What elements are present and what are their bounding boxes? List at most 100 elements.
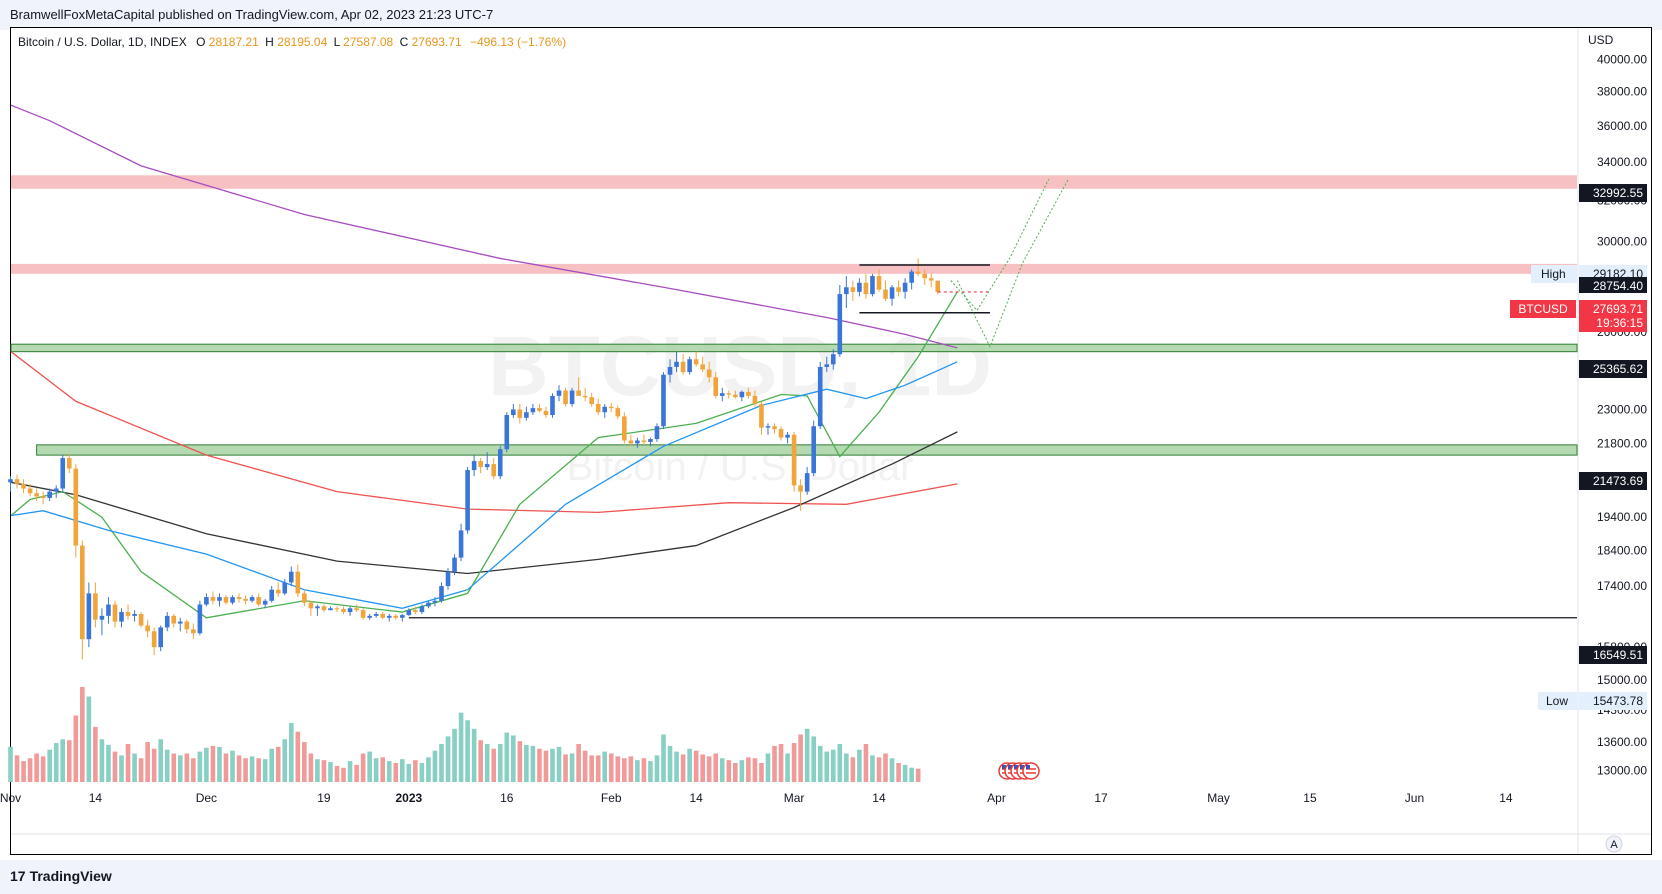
time-tick-label: 14 (872, 791, 886, 805)
volume-bar (837, 744, 843, 782)
volume-bar (432, 750, 438, 782)
resistance-zone (11, 263, 1577, 274)
candle-body (406, 610, 412, 616)
candle-body (804, 473, 810, 492)
candle-body (648, 439, 653, 442)
time-axis[interactable]: Nov 14 Dec 19 2023 16 Feb 14 Mar 14 Apr 17 May 15 Jun 1… (0, 791, 1513, 805)
candle-body (511, 409, 516, 416)
volume-bar (863, 744, 869, 782)
volume-bar (93, 726, 98, 782)
us-flag-icon[interactable] (1022, 762, 1040, 780)
flag-canton (1008, 765, 1012, 769)
flag-canton (1026, 765, 1030, 769)
support-zone (10, 343, 1578, 353)
top-zone-badge-text: 32992.55 (1593, 186, 1643, 200)
candle-body (164, 615, 170, 628)
volume-bar (452, 728, 457, 782)
candle-body (896, 287, 901, 292)
flag-canton (1002, 765, 1006, 769)
candle-body (680, 361, 686, 373)
auto-scale-circle[interactable] (1605, 835, 1623, 853)
volume-bar (733, 763, 738, 782)
candle-body (550, 395, 555, 416)
volume-bar (785, 753, 790, 782)
volume-bar (302, 742, 307, 782)
volume-bar (204, 747, 209, 782)
time-tick-label: Jun (1405, 791, 1424, 805)
candle-body (504, 415, 510, 450)
time-tick-label: May (1207, 791, 1230, 805)
price-badges: 32992.55 High 29182.10 28754.40 BTCUSD 2… (1510, 184, 1647, 710)
candle-body (27, 488, 33, 494)
candle-body (197, 604, 203, 634)
volume-bar (151, 748, 157, 782)
candle-body (360, 610, 366, 618)
footer-bar: 17 TradingView (0, 860, 1662, 894)
candle-body (582, 395, 588, 398)
volume-bar (471, 728, 477, 782)
volume-bar (334, 765, 340, 782)
volume-bar (576, 744, 581, 782)
candle-body (817, 366, 823, 427)
volume-bar (27, 758, 33, 782)
candle-body (497, 449, 503, 477)
volume-bar (511, 735, 516, 782)
volume-bar (798, 734, 803, 782)
candle-body (674, 361, 679, 367)
candle-body (354, 608, 359, 611)
volume-bar (608, 753, 614, 782)
event-markers[interactable] (998, 762, 1040, 780)
time-tick-label: Mar (784, 791, 805, 805)
candle-body (569, 390, 575, 405)
time-tick-label: 19 (317, 791, 331, 805)
volume-bar (288, 723, 294, 782)
volume-bar (804, 728, 810, 782)
candle-body (837, 294, 843, 355)
tradingview-logo[interactable]: 17 TradingView (10, 868, 112, 884)
candle-body (791, 434, 797, 486)
price-axis[interactable]: USD 40000.0038000.0036000.0034000.003200… (1588, 33, 1647, 778)
volume-bar (824, 751, 830, 782)
auto-scale-label[interactable]: A (1610, 839, 1618, 851)
volume-bar (321, 760, 327, 782)
volume-bar (458, 712, 464, 782)
volume-bar (145, 742, 150, 782)
time-tick-label: 14 (1499, 791, 1513, 805)
candle-body (171, 615, 177, 624)
zones-layer (10, 175, 1578, 619)
candle-body (125, 612, 131, 616)
volume-bar (628, 756, 634, 782)
candle-body (426, 602, 431, 607)
candle-body (34, 493, 39, 497)
candle-body (269, 589, 274, 601)
candle-body (543, 410, 549, 416)
volume-bar (341, 767, 346, 782)
volume-bar (66, 740, 72, 782)
candle-body (641, 440, 647, 442)
volume-bar (308, 753, 314, 782)
current-price-text: 27693.71 (1593, 302, 1643, 316)
legend-c-label: C (400, 35, 409, 49)
candle-body (380, 613, 386, 618)
moving-average-line (10, 361, 958, 609)
candle-body (595, 404, 601, 413)
volume-bar (393, 763, 399, 782)
candle-body (158, 627, 163, 648)
candle-body (458, 530, 464, 558)
candle-body (635, 440, 640, 444)
candle-body (857, 282, 862, 292)
candle-body (517, 409, 523, 418)
price-tick-label: 21800.00 (1597, 436, 1647, 450)
volume-bar (112, 751, 118, 782)
volume-bar (517, 741, 523, 782)
support-zone (36, 444, 1578, 456)
candle-body (249, 597, 255, 601)
low-label-badge (1538, 692, 1578, 710)
volume-bar (791, 743, 797, 782)
candle-body (870, 276, 875, 295)
candle-body (223, 597, 229, 603)
auto-scale-button[interactable]: A (1605, 835, 1623, 853)
legend-h-label: H (265, 35, 274, 49)
candle-body (719, 393, 725, 396)
